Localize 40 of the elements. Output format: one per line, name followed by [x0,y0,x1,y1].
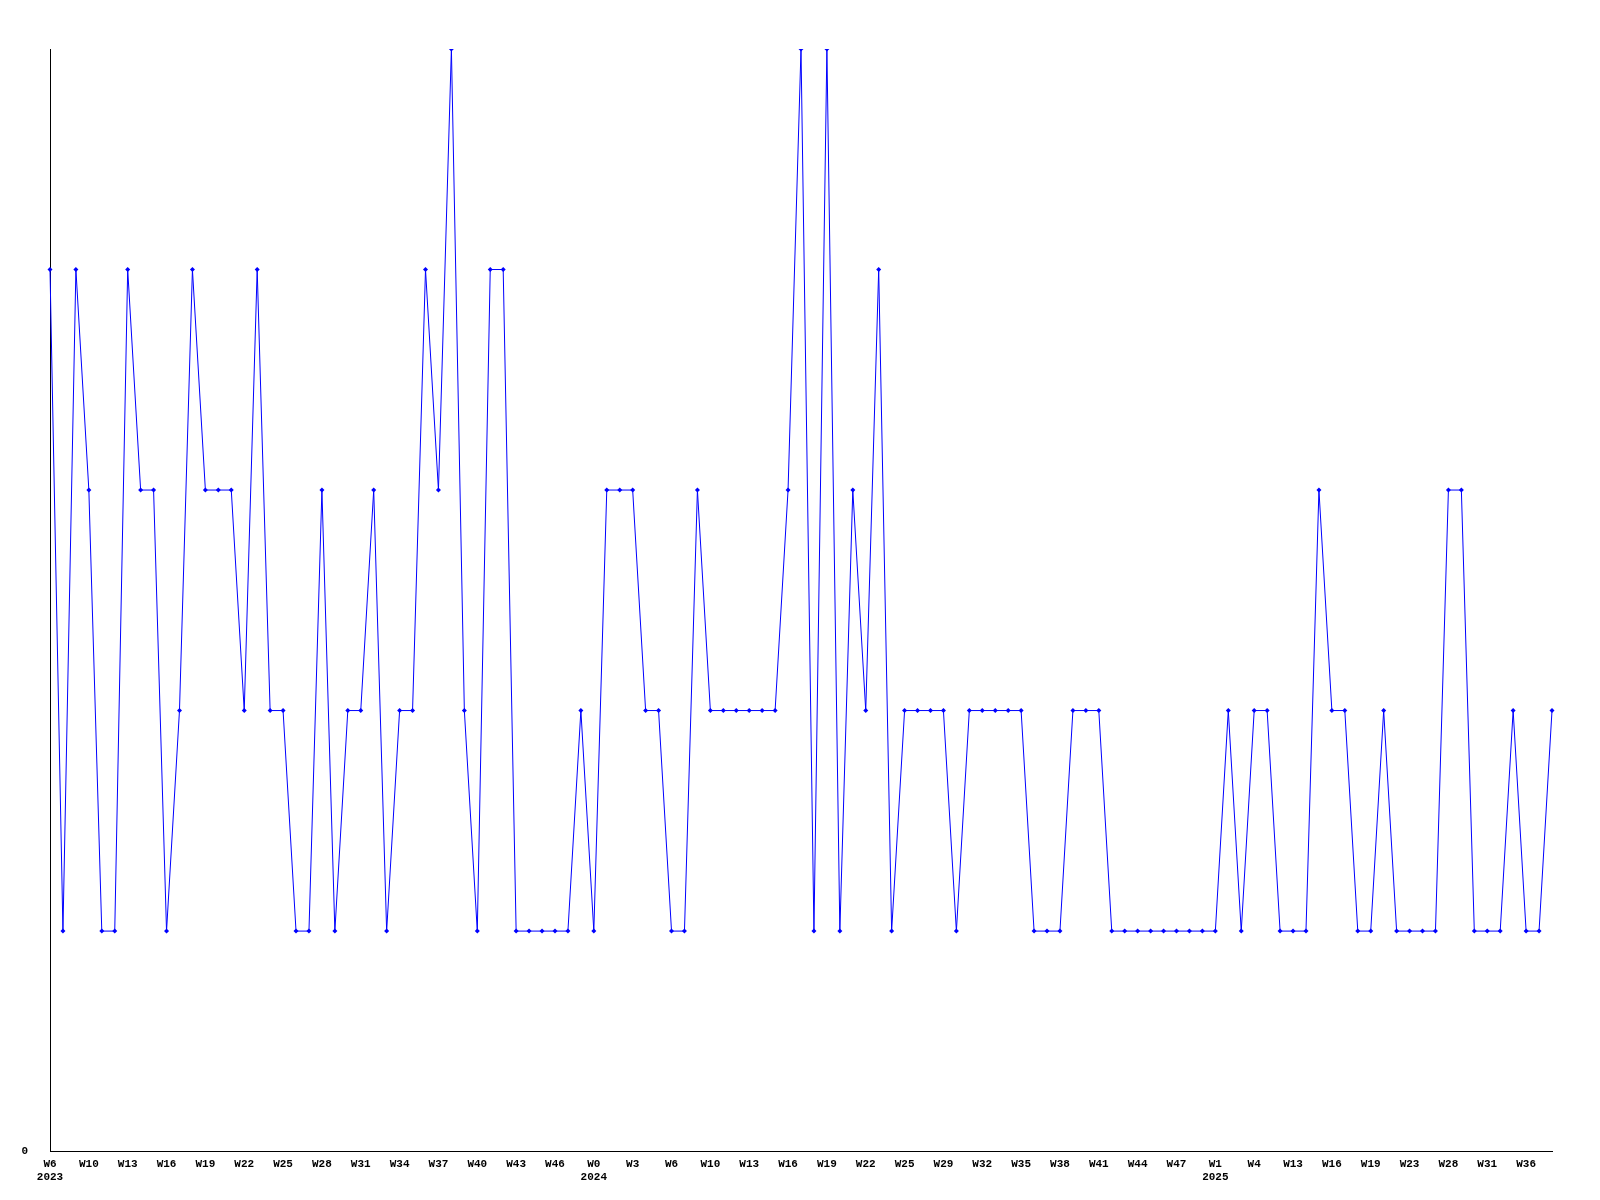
text: 0 [21,1145,28,1158]
x-tick-label: W34 [389,1157,410,1170]
x-tick-label: W3 [626,1157,640,1170]
x-tick-label: W40 [467,1157,488,1170]
x-tick-label: W10 [700,1157,721,1170]
x-tick-label: W19 [816,1157,837,1170]
x-tick-label: W46 [545,1157,565,1170]
x-tick-label: W36 [1516,1157,1537,1170]
x-tick-label: W35 [1011,1157,1032,1170]
x-tick-label: W22 [234,1157,255,1170]
x-tick-label: W32 [972,1157,993,1170]
x-tick-label: W37 [428,1157,449,1170]
x-tick-label: W25 [894,1157,915,1170]
x-tick-label: W28 [1438,1157,1459,1170]
x-tick-label: W25 [273,1157,294,1170]
x-tick-label: W6 [664,1157,679,1170]
x-tick-label: W4 [1247,1157,1262,1170]
x-tick-label: W31 [350,1157,372,1170]
x-tick-label: W13 [1283,1157,1304,1170]
x-tick-label: W22 [855,1157,876,1170]
x-tick-label: W44 [1127,1157,1148,1170]
x-tick-label: W38 [1050,1157,1071,1170]
x-tick-label: W19 [195,1157,216,1170]
x-tick-label: W16 [156,1157,177,1170]
x-tick-label: W47 [1166,1157,1187,1170]
x-tick-label: W13 [739,1157,760,1170]
x-tick-label: W29 [933,1157,954,1170]
x-tick-label: W1 2025 [1202,1157,1229,1184]
x-tick-label: W43 [506,1157,527,1170]
x-tick-label: W10 [78,1157,99,1170]
x-tick-label: W28 [312,1157,333,1170]
x-tick-label: W16 [1321,1157,1342,1170]
x-tick-label: W16 [778,1157,798,1170]
x-tick-label: W23 [1399,1157,1420,1170]
x-tick-label: W41 [1088,1157,1110,1170]
x-tick-label: W0 2024 [580,1157,608,1184]
x-tick-label: W13 [117,1157,138,1170]
x-tick-label: W19 [1360,1157,1381,1170]
x-tick-label: W31 [1477,1157,1498,1170]
x-tick-label: W6 2023 [36,1157,64,1184]
